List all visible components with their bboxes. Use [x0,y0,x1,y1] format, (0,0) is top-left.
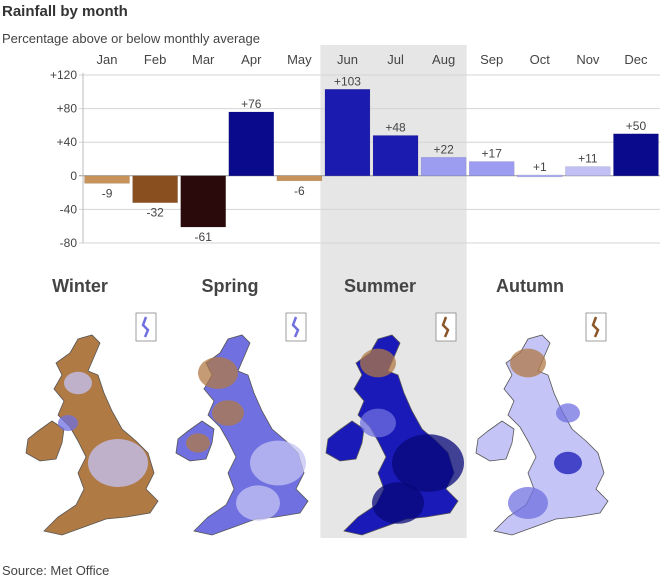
shetland-shape [591,316,600,338]
bar-dec [613,133,659,177]
bar-jul [372,135,419,177]
month-label: Sep [480,52,503,67]
source-note: Source: Met Office [2,563,110,578]
bar-oct [517,174,563,178]
northern-ireland-shape [25,420,65,462]
y-tick-label: -40 [60,202,78,216]
northern-ireland-shape [475,420,515,462]
rainfall-region [392,434,464,492]
season-map-winter: Winter [25,276,159,536]
rainfall-region [372,482,424,524]
rainfall-region [510,348,546,378]
y-tick-label: +40 [57,135,78,149]
bar-mar [180,175,226,228]
value-label: -9 [102,186,113,200]
value-label: +1 [533,160,547,174]
bar-nov [565,166,611,177]
value-label: +48 [385,120,406,134]
rainfall-region [508,487,548,519]
month-label: Feb [144,52,166,67]
month-label: Dec [624,52,648,67]
value-label: +103 [334,74,361,88]
y-tick-label: +120 [50,68,77,82]
rainfall-region [64,371,92,395]
season-title: Winter [52,276,108,296]
month-label: Mar [192,52,215,67]
season-title: Summer [344,276,416,296]
bar-aug [420,157,467,177]
shetland-shape [291,316,300,338]
season-title: Autumn [496,276,564,296]
rainfall-chart: -80 -40 0 +40 +80 +120 Jan -9 Feb -32 Mar -61 Apr +7… [25,45,660,538]
rainfall-region [88,439,148,487]
season-map-summer: Summer [325,276,464,536]
month-label: Oct [530,52,551,67]
month-label: May [287,52,312,67]
y-tick-label: +80 [57,102,78,116]
chart-subtitle: Percentage above or below monthly averag… [2,31,260,46]
bar-jan [84,175,130,184]
value-label: +22 [433,142,454,156]
month-label: Apr [241,52,262,67]
chart-bars [84,89,659,228]
month-label: Jan [97,52,118,67]
rainfall-region [554,451,582,475]
northern-ireland-shape [325,420,365,462]
value-label: -32 [146,206,164,220]
bar-sep [468,161,515,177]
month-label: Aug [432,52,455,67]
rainfall-region [360,408,396,438]
month-label: Nov [576,52,600,67]
y-tick-label: 0 [70,169,77,183]
value-label: +76 [241,97,262,111]
value-label: +50 [626,119,647,133]
bar-jun [324,89,371,177]
value-label: -6 [294,184,305,198]
bar-may [276,175,323,182]
shetland-shape [141,316,150,338]
bar-apr [228,111,275,177]
rainfall-region [250,440,306,486]
chart-title: Rainfall by month [2,3,128,20]
season-maps: Winter Spring Summer Autumn [25,276,609,536]
value-label: +11 [578,152,598,166]
rainfall-region [186,433,210,453]
great-britain-shape [493,334,609,536]
chart-labels: Jan -9 Feb -32 Mar -61 Apr +76 May -6 Jun +103 Jul +4… [97,52,648,244]
y-tick-label: -80 [60,236,78,250]
season-title: Spring [202,276,259,296]
season-map-spring: Spring [175,276,309,536]
rainfall-region [212,400,244,426]
month-label: Jun [337,52,358,67]
value-label: +17 [482,147,503,161]
month-label: Jul [387,52,404,67]
bar-feb [132,175,178,203]
rainfall-region [58,415,78,431]
season-map-autumn: Autumn [475,276,609,536]
rainfall-region [556,403,580,423]
rainfall-region [198,357,238,389]
rainfall-region [360,348,396,378]
rainfall-region [236,485,280,521]
shetland-shape [441,316,450,338]
value-label: -61 [195,230,213,244]
